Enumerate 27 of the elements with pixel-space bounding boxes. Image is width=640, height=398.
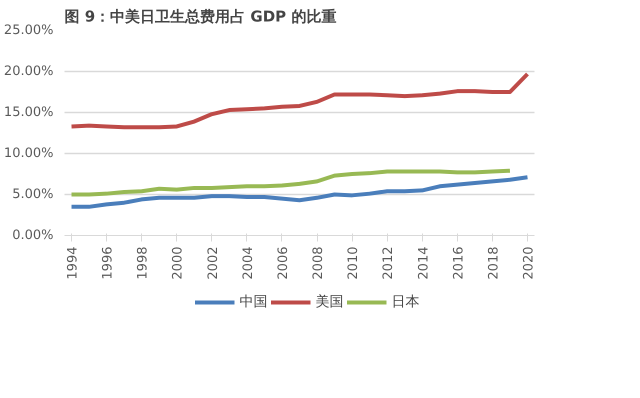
x-tick-label: 2008 <box>311 246 326 280</box>
x-tick-label: 2018 <box>486 246 502 280</box>
y-tick-label: 0.00% <box>12 228 54 243</box>
y-tick-label: 15.00% <box>4 105 54 120</box>
x-tick-label: 2000 <box>170 246 186 280</box>
x-tick-label: 2014 <box>416 246 432 280</box>
y-tick-label: 25.00% <box>4 23 54 38</box>
legend-label: 中国 <box>240 293 268 311</box>
x-tick-label: 2010 <box>346 246 362 280</box>
x-tick-label: 2012 <box>381 246 396 280</box>
x-tick-label: 2016 <box>451 246 466 280</box>
x-tick-label: 2004 <box>240 246 256 280</box>
x-tick-label: 2002 <box>206 246 221 280</box>
x-tick-label: 1996 <box>100 246 116 280</box>
y-tick-label: 20.00% <box>4 64 54 79</box>
x-tick-label: 2020 <box>521 246 536 280</box>
y-tick-label: 5.00% <box>12 187 54 202</box>
legend-label: 美国 <box>316 293 344 311</box>
y-tick-label: 10.00% <box>4 146 54 161</box>
line-series <box>70 72 530 130</box>
x-tick-label: 2006 <box>276 246 291 280</box>
line-series <box>70 175 530 209</box>
chart-title: 图 9：中美日卫生总费用占 GDP 的比重 <box>64 8 336 26</box>
line-series <box>70 168 512 196</box>
legend-label: 日本 <box>392 293 420 311</box>
x-tick-label: 1998 <box>136 246 151 280</box>
x-tick-label: 1994 <box>66 246 81 280</box>
